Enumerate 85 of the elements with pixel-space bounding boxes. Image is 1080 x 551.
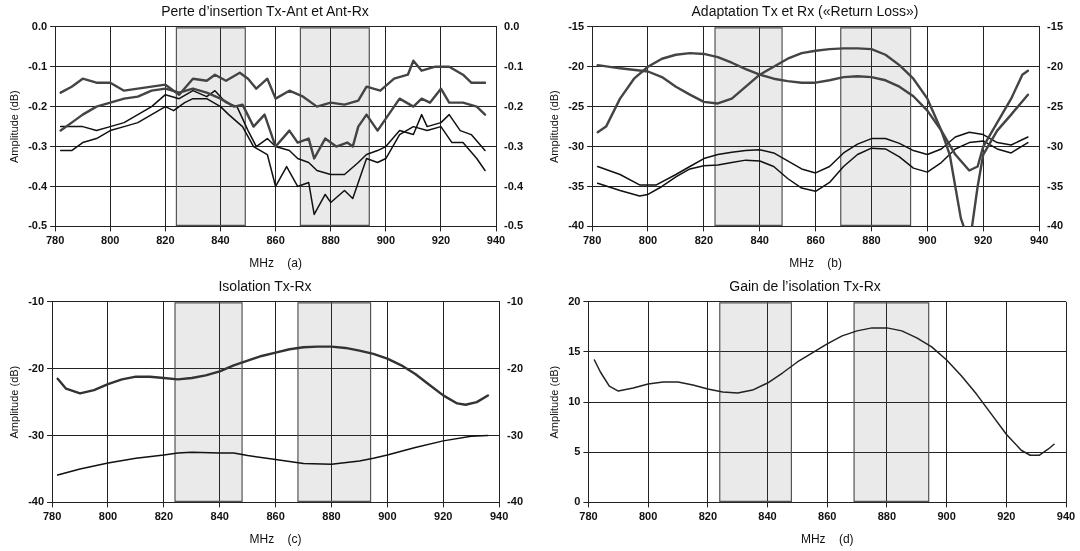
y-tick-label: -0.4 [28, 179, 49, 192]
x-tick-label: 880 [877, 510, 897, 523]
x-tick-label: 880 [321, 234, 340, 247]
y-tick-label: -0.3 [28, 139, 48, 152]
x-axis-title: MHz (d) [800, 532, 854, 547]
x-tick-label: 880 [862, 234, 881, 247]
x-tick-label: 820 [156, 234, 175, 247]
x-tick-label: 900 [937, 510, 956, 523]
x-tick-label: 900 [918, 234, 937, 247]
x-tick-label: 940 [1029, 234, 1049, 247]
y2-tick-label: -0.5 [504, 219, 524, 232]
chart-title: Adaptation Tx et Rx («Return Loss») [691, 3, 919, 20]
x-tick-label: 780 [42, 510, 62, 523]
y-tick-label: -40 [28, 495, 45, 508]
y-tick-label: -0.1 [28, 59, 48, 72]
x-tick-label: 920 [434, 510, 453, 523]
x-tick-label: 840 [211, 234, 230, 247]
x-tick-label: 880 [322, 510, 341, 523]
y2-tick-label: -40 [507, 495, 524, 508]
y-tick-label: 5 [574, 445, 581, 458]
x-tick-label: 920 [997, 510, 1016, 523]
y-tick-label: 15 [568, 344, 581, 357]
y2-tick-label: -15 [1047, 19, 1064, 32]
x-tick-label: 780 [582, 234, 602, 247]
y2-tick-label: -0.3 [504, 139, 524, 152]
y2-tick-label: -0.4 [504, 179, 524, 192]
x-tick-label: 940 [489, 510, 509, 523]
x-tick-label: 920 [431, 234, 451, 247]
x-tick-label: 900 [376, 234, 395, 247]
chart-title: Perte d’insertion Tx-Ant et Ant-Rx [161, 3, 369, 20]
y-tick-label: 20 [568, 294, 581, 307]
y2-tick-label: 0.0 [504, 19, 520, 32]
y-tick-label: -0.5 [28, 219, 48, 232]
y-tick-label: -20 [568, 59, 585, 72]
y2-tick-label: -35 [1047, 179, 1064, 192]
y-tick-label: 0 [574, 495, 581, 508]
y-tick-label: -35 [568, 179, 585, 192]
y-tick-label: 0.0 [31, 19, 48, 32]
y2-tick-label: -0.1 [504, 59, 524, 72]
y-tick-label: -30 [568, 139, 585, 152]
x-tick-label: 800 [638, 510, 658, 523]
x-tick-label: 800 [101, 234, 120, 247]
y-axis-title: Amplitude (dB) [547, 365, 560, 439]
y-axis-title: Amplitude (dB) [547, 90, 560, 163]
x-tick-label: 780 [45, 234, 65, 247]
x-tick-label: 780 [579, 510, 598, 523]
x-tick-label: 940 [1056, 510, 1076, 523]
x-tick-label: 900 [378, 510, 397, 523]
y2-tick-label: -0.2 [504, 99, 524, 112]
x-axis-title: MHz (c) [249, 532, 302, 547]
x-tick-label: 840 [758, 510, 777, 523]
y2-tick-label: -25 [1047, 99, 1064, 112]
chart-title: Isolation Tx-Rx [218, 278, 312, 295]
y2-tick-label: -20 [507, 361, 524, 374]
y2-tick-label: -10 [507, 294, 524, 307]
x-tick-label: 840 [210, 510, 229, 523]
y2-tick-label: -30 [507, 428, 524, 441]
y2-tick-label: -40 [1047, 219, 1064, 232]
y-tick-label: 10 [568, 395, 581, 408]
y2-tick-label: -30 [1047, 139, 1064, 152]
x-axis-title: MHz (b) [789, 256, 842, 271]
x-tick-label: 940 [486, 234, 506, 247]
y2-tick-label: -20 [1047, 59, 1064, 72]
x-tick-label: 820 [698, 510, 718, 523]
y-tick-label: -0.2 [28, 99, 48, 112]
x-tick-label: 860 [266, 234, 285, 247]
x-tick-label: 820 [694, 234, 714, 247]
y-tick-label: -30 [28, 428, 45, 441]
chart-title: Gain de l’isolation Tx-Rx [729, 278, 881, 295]
y-tick-label: -10 [28, 294, 45, 307]
x-tick-label: 860 [806, 234, 825, 247]
x-tick-label: 860 [266, 510, 285, 523]
x-tick-label: 800 [638, 234, 658, 247]
y-tick-label: -15 [568, 19, 585, 32]
x-axis-title: MHz (a) [249, 256, 302, 271]
y-axis-title: Amplitude (dB) [7, 90, 20, 163]
x-tick-label: 860 [818, 510, 837, 523]
x-tick-label: 920 [974, 234, 993, 247]
x-tick-label: 840 [750, 234, 769, 247]
x-tick-label: 820 [154, 510, 174, 523]
y-tick-label: -40 [568, 219, 585, 232]
y-axis-title: Amplitude (dB) [7, 365, 20, 439]
x-tick-label: 800 [98, 510, 118, 523]
y-tick-label: -20 [28, 361, 45, 374]
y-tick-label: -25 [568, 99, 585, 112]
